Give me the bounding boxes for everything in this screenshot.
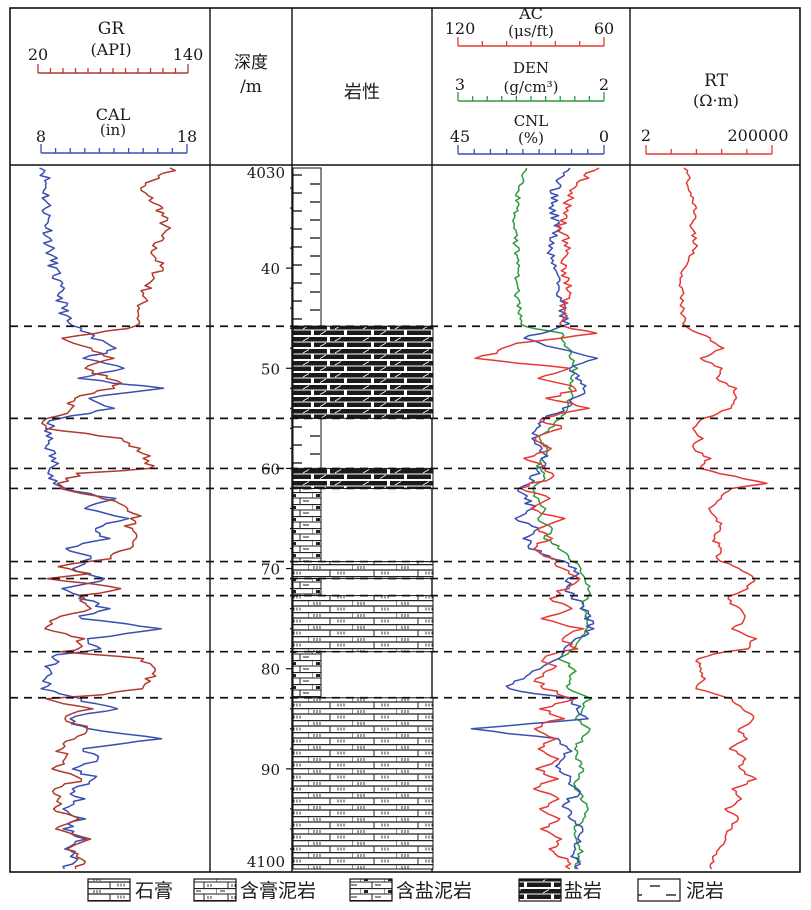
legend-item-gypsum: 石膏 bbox=[87, 878, 173, 902]
den-curve bbox=[512, 167, 593, 870]
ac-name: AC bbox=[518, 4, 543, 23]
legend-item-gypmud: 含膏泥岩 bbox=[193, 878, 316, 902]
gr-header: GR (API) 20 140 bbox=[28, 19, 204, 74]
ac-min: 120 bbox=[445, 19, 476, 38]
cnl-curve bbox=[470, 167, 599, 870]
lithology-interval bbox=[292, 467, 434, 489]
ac-unit: (μs/ft) bbox=[508, 22, 554, 40]
cal-min: 8 bbox=[36, 127, 46, 146]
lithology-interval bbox=[292, 578, 322, 597]
lithology-interval bbox=[292, 487, 322, 563]
cnl-min: 45 bbox=[450, 127, 470, 146]
legend-swatch-gypsum bbox=[87, 878, 131, 902]
chart-frame bbox=[9, 7, 801, 873]
legend-item-mud: 泥岩 bbox=[637, 878, 724, 902]
legend-label-salt: 盐岩 bbox=[564, 880, 602, 902]
rt-header: RT (Ω·m) 2 200000 bbox=[641, 71, 789, 155]
ac-max: 60 bbox=[594, 19, 614, 38]
gr-max: 140 bbox=[173, 45, 204, 64]
rt-curve bbox=[678, 167, 768, 870]
legend-label-gypmud: 含膏泥岩 bbox=[240, 879, 316, 902]
depth-tick-label: 70 bbox=[261, 561, 280, 579]
depth-tick-label: 50 bbox=[261, 360, 280, 378]
cal-unit: (in) bbox=[100, 121, 126, 139]
gr-curve bbox=[41, 167, 177, 869]
lithology-interval bbox=[292, 561, 434, 580]
rt-name: RT bbox=[704, 71, 729, 91]
depth-axis: 4030 4100 40 50 60 70 80 90 bbox=[247, 164, 293, 871]
gr-name: GR bbox=[98, 19, 126, 39]
depth-title: 深度 bbox=[234, 53, 268, 73]
legend-label-mud: 泥岩 bbox=[686, 880, 724, 902]
den-max: 2 bbox=[599, 75, 609, 94]
lithology-legend: 石膏 含膏泥岩 含盐泥岩 盐岩 泥岩 bbox=[87, 878, 724, 902]
cnl-name: CNL bbox=[514, 112, 549, 130]
den-min: 3 bbox=[455, 75, 465, 94]
legend-swatch-saltmud bbox=[349, 878, 393, 902]
lithology-interval bbox=[292, 595, 434, 653]
gr-min: 20 bbox=[28, 45, 48, 64]
den-unit: (g/cm³) bbox=[504, 78, 559, 96]
depth-bottom-label: 4100 bbox=[247, 853, 285, 871]
gr-unit: (API) bbox=[90, 40, 131, 59]
cal-name: CAL bbox=[96, 105, 131, 124]
layer-boundaries bbox=[10, 325, 800, 699]
legend-swatch-gypmud bbox=[193, 878, 237, 902]
lithology-column bbox=[292, 167, 434, 870]
lithology-interval bbox=[292, 651, 322, 699]
den-name: DEN bbox=[513, 59, 549, 77]
cnl-header: CNL (%) 45 0 bbox=[450, 112, 609, 155]
gr-scale-bar bbox=[37, 64, 189, 74]
depth-tick-label: 60 bbox=[261, 460, 280, 478]
cal-max: 18 bbox=[177, 127, 197, 146]
den-scale-bar bbox=[457, 92, 605, 102]
cal-scale-bar bbox=[40, 144, 188, 154]
cal-header: CAL (in) 8 18 bbox=[36, 105, 197, 154]
depth-tick-label: 80 bbox=[261, 661, 280, 679]
lithology-interval bbox=[292, 697, 434, 870]
rt-max: 200000 bbox=[727, 126, 788, 145]
rt-unit: (Ω·m) bbox=[693, 91, 739, 110]
ac-scale-bar bbox=[457, 37, 605, 47]
legend-label-saltmud: 含盐泥岩 bbox=[396, 880, 472, 902]
ac-header: AC (μs/ft) 120 60 bbox=[445, 4, 614, 47]
cnl-unit: (%) bbox=[518, 129, 544, 147]
rt-min: 2 bbox=[641, 126, 651, 145]
cal-curve bbox=[39, 167, 165, 870]
log-curves bbox=[39, 167, 768, 870]
legend-item-salt: 盐岩 bbox=[518, 878, 602, 902]
ac-curve bbox=[474, 167, 600, 870]
den-header: DEN (g/cm³) 3 2 bbox=[455, 59, 609, 102]
depth-unit: /m bbox=[240, 77, 262, 97]
legend-label-gypsum: 石膏 bbox=[135, 879, 173, 902]
cnl-max: 0 bbox=[599, 127, 609, 146]
rt-scale-bar bbox=[645, 145, 773, 155]
lithology-title: 岩性 bbox=[344, 82, 380, 103]
depth-tick-label: 90 bbox=[261, 761, 280, 779]
lithology-interval bbox=[292, 325, 434, 419]
lithology-interval bbox=[292, 167, 322, 327]
depth-tick-label: 40 bbox=[261, 260, 280, 278]
cnl-scale-bar bbox=[457, 145, 605, 155]
depth-top-label: 4030 bbox=[247, 164, 285, 182]
legend-swatch-salt bbox=[518, 878, 562, 902]
legend-swatch-mud bbox=[637, 878, 681, 902]
lithology-interval bbox=[292, 417, 322, 469]
legend-item-saltmud: 含盐泥岩 bbox=[349, 878, 472, 902]
